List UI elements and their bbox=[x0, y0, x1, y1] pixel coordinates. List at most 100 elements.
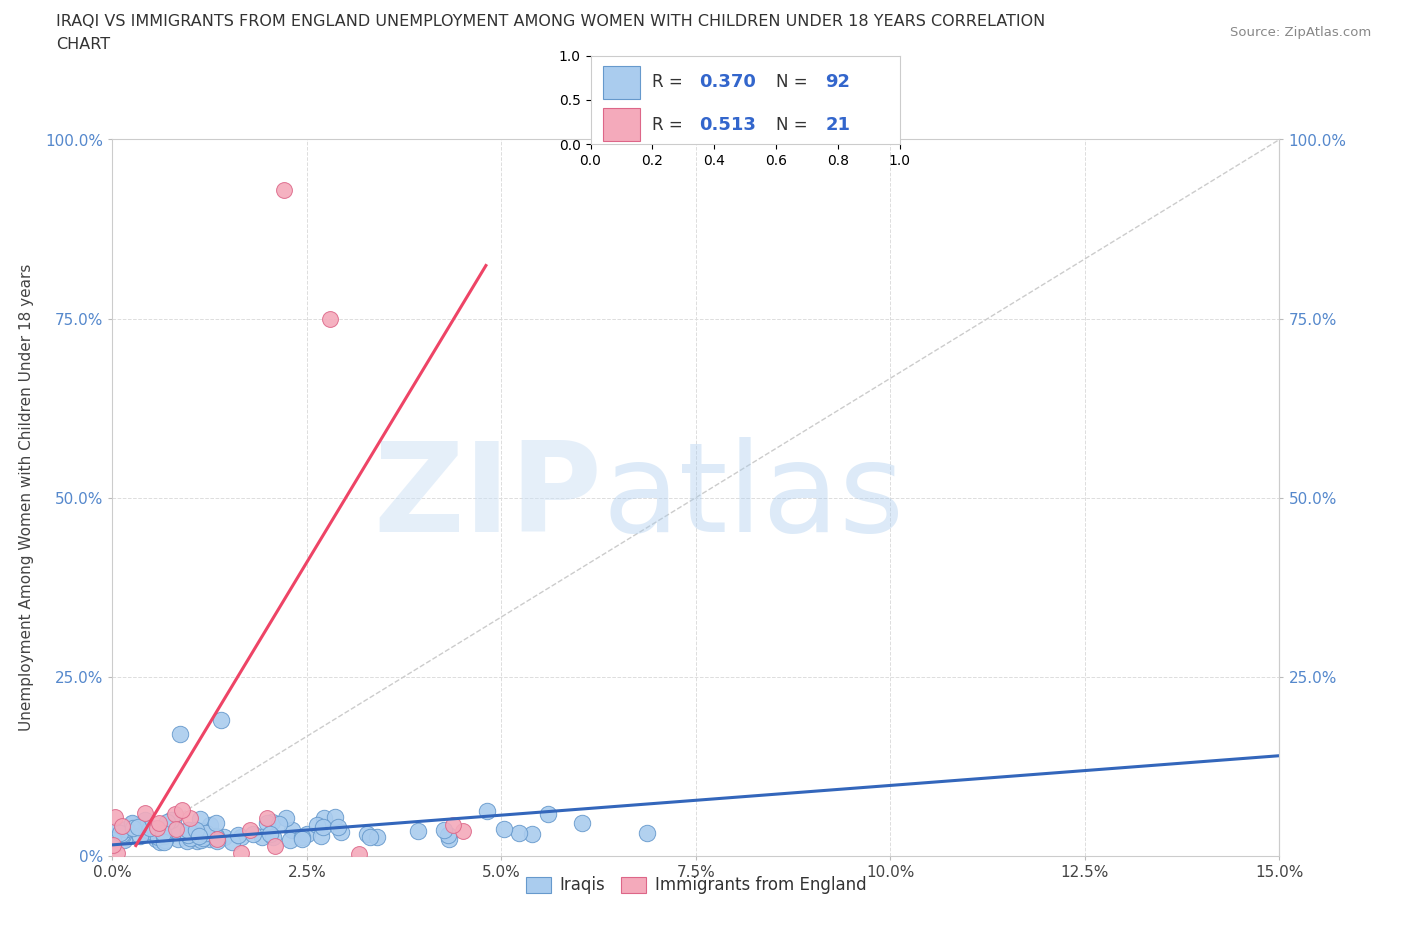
Point bbox=[166, 824, 188, 839]
Point bbox=[187, 827, 209, 842]
Point bbox=[205, 833, 228, 848]
Point bbox=[179, 822, 201, 837]
Point bbox=[176, 833, 198, 848]
Point bbox=[312, 819, 335, 834]
Point bbox=[229, 830, 252, 844]
Point bbox=[508, 826, 530, 841]
Point bbox=[121, 817, 143, 831]
Point bbox=[205, 816, 228, 830]
Bar bbox=[603, 108, 640, 141]
Point bbox=[122, 821, 145, 836]
Point bbox=[325, 810, 347, 825]
Point bbox=[359, 830, 381, 844]
Point bbox=[145, 820, 167, 835]
Point bbox=[259, 827, 281, 842]
Point bbox=[145, 831, 167, 846]
Point bbox=[477, 804, 499, 818]
Point bbox=[191, 824, 214, 839]
Point bbox=[134, 806, 156, 821]
Point bbox=[127, 819, 149, 834]
Point bbox=[176, 822, 198, 837]
Point bbox=[494, 822, 516, 837]
Point bbox=[195, 829, 218, 844]
Point bbox=[179, 831, 201, 846]
Text: ZIP: ZIP bbox=[374, 437, 603, 558]
Point bbox=[101, 832, 124, 847]
Point bbox=[162, 812, 184, 827]
Text: N =: N = bbox=[776, 115, 813, 134]
Point bbox=[274, 810, 297, 825]
Point bbox=[148, 816, 170, 830]
Point bbox=[105, 845, 128, 860]
Point bbox=[166, 831, 188, 846]
Point bbox=[112, 832, 135, 847]
Point bbox=[291, 830, 314, 844]
Point bbox=[184, 823, 207, 838]
Point bbox=[269, 817, 291, 831]
Point bbox=[170, 803, 193, 817]
Point bbox=[356, 826, 378, 841]
Point bbox=[193, 830, 215, 845]
Legend: Iraqis, Immigrants from England: Iraqis, Immigrants from England bbox=[519, 870, 873, 901]
Point bbox=[239, 822, 262, 837]
Point bbox=[437, 828, 460, 843]
Text: N =: N = bbox=[776, 73, 813, 91]
Point bbox=[280, 832, 302, 847]
Bar bbox=[603, 65, 640, 100]
Point bbox=[165, 821, 187, 836]
Point bbox=[437, 831, 460, 846]
Y-axis label: Unemployment Among Women with Children Under 18 years: Unemployment Among Women with Children U… bbox=[20, 264, 34, 731]
Point bbox=[108, 826, 131, 841]
Point bbox=[135, 827, 157, 842]
Point bbox=[311, 829, 333, 844]
Point bbox=[366, 830, 388, 844]
Point bbox=[176, 828, 198, 843]
Point bbox=[111, 828, 134, 843]
Point bbox=[226, 828, 249, 843]
Point bbox=[433, 823, 456, 838]
Point bbox=[571, 816, 593, 830]
Point bbox=[260, 815, 283, 830]
Text: Source: ZipAtlas.com: Source: ZipAtlas.com bbox=[1230, 26, 1371, 39]
Point bbox=[256, 810, 278, 825]
Point bbox=[198, 832, 221, 847]
Point bbox=[186, 826, 208, 841]
Point bbox=[155, 832, 177, 847]
Point bbox=[152, 825, 174, 840]
Point bbox=[205, 829, 228, 844]
Point bbox=[229, 845, 252, 860]
Point bbox=[111, 818, 134, 833]
Point bbox=[441, 817, 464, 832]
Point bbox=[121, 816, 143, 830]
Point bbox=[281, 822, 304, 837]
Point bbox=[198, 817, 221, 832]
Point bbox=[307, 817, 329, 832]
Point bbox=[329, 825, 352, 840]
Point bbox=[252, 830, 274, 844]
Point bbox=[291, 831, 314, 846]
Point bbox=[165, 821, 187, 836]
Point bbox=[105, 824, 128, 839]
Point bbox=[349, 846, 371, 861]
Text: 21: 21 bbox=[825, 115, 851, 134]
Point bbox=[153, 835, 176, 850]
Text: 0.370: 0.370 bbox=[699, 73, 755, 91]
Point bbox=[163, 807, 186, 822]
Point bbox=[181, 826, 204, 841]
Point bbox=[104, 809, 127, 824]
Point bbox=[242, 826, 264, 841]
Point bbox=[451, 823, 474, 838]
Point bbox=[522, 826, 544, 841]
Point bbox=[153, 829, 176, 844]
Point bbox=[111, 827, 134, 842]
Point bbox=[187, 829, 209, 844]
Point bbox=[169, 726, 191, 741]
Point bbox=[134, 813, 156, 828]
Point bbox=[205, 831, 228, 846]
Text: R =: R = bbox=[652, 115, 689, 134]
Point bbox=[146, 830, 169, 844]
Point bbox=[115, 821, 138, 836]
Point bbox=[149, 835, 172, 850]
Point bbox=[406, 824, 429, 839]
Point bbox=[328, 820, 350, 835]
